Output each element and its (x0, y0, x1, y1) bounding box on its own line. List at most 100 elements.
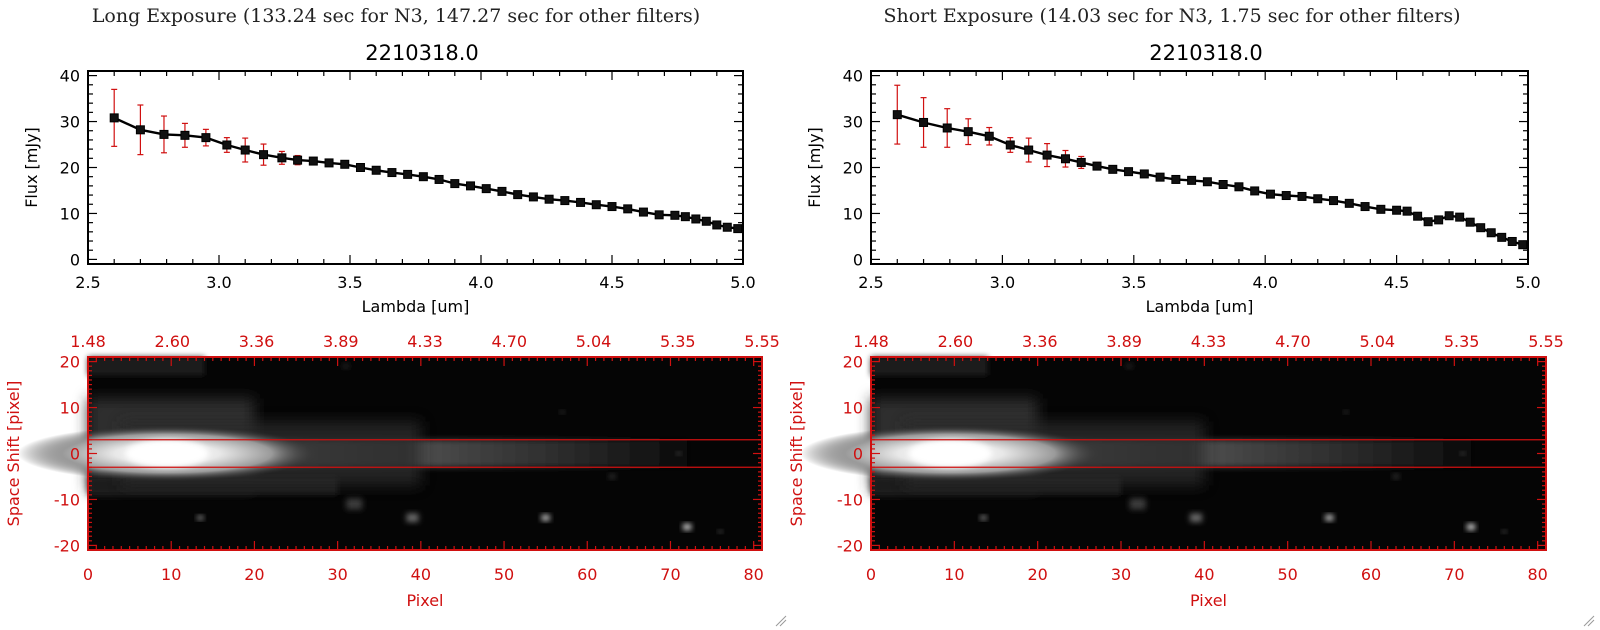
data-point (528, 192, 538, 202)
image-feature (1344, 410, 1348, 414)
data-point (434, 174, 444, 184)
y-tick-label: 20 (843, 159, 863, 178)
source-core-peak (125, 439, 209, 468)
image-feature (1460, 452, 1465, 455)
data-point (180, 130, 190, 140)
y-tick-label: 20 (60, 159, 80, 178)
x-tick-label: 2.5 (858, 273, 883, 292)
data-point (544, 194, 554, 204)
data-point (355, 163, 365, 172)
spectrum-plot: 2.5 3.0 3.5 4.0 4.5 5.0 0 10 20 30 40 Lambda [um] Fl… (805, 67, 1541, 316)
image-feature (1325, 514, 1334, 521)
y-tick-label: 10 (60, 399, 80, 418)
data-point (403, 169, 413, 179)
data-point (733, 224, 743, 234)
data-point (670, 210, 680, 220)
image-feature (1393, 474, 1399, 479)
data-point (722, 222, 732, 232)
data-point (1281, 191, 1291, 201)
x-axis-label: Lambda [um] (1146, 297, 1254, 316)
x-tick-label: 0 (866, 565, 876, 584)
x-tick-label: 30 (327, 565, 347, 584)
x-tick-label: 80 (743, 565, 763, 584)
data-point (135, 125, 145, 135)
chart-title: 2210318.0 (365, 41, 479, 65)
spectrum-plot: 2.5 3.0 3.5 4.0 4.5 5.0 0 10 20 30 40 Lambda [um] Fl… (22, 67, 756, 316)
data-point (1092, 161, 1102, 171)
y-tick-label: 0 (853, 250, 863, 269)
data-point (680, 212, 690, 222)
data-point (1392, 205, 1402, 215)
y-axis-label: Flux [mJy] (805, 127, 824, 208)
series-line (113, 116, 738, 230)
data-point (1434, 215, 1444, 225)
data-point (1402, 206, 1412, 216)
top-tick-label: 3.89 (1106, 332, 1142, 351)
y-tick-label: -10 (837, 490, 863, 509)
image-feature (718, 530, 723, 533)
x-tick-label: 0 (83, 565, 93, 584)
y-tick-label: 10 (60, 204, 80, 223)
data-point (1124, 167, 1134, 177)
top-tick-label: 2.60 (938, 332, 974, 351)
diffuse-emission (88, 357, 205, 376)
top-tick-label: 5.04 (1359, 332, 1395, 351)
top-tick-label: 4.70 (491, 332, 527, 351)
source-core-peak (908, 439, 992, 468)
data-point (1344, 198, 1354, 208)
x-axis-label: Pixel (406, 591, 443, 610)
x-tick-label: 10 (161, 565, 181, 584)
image-feature (342, 364, 349, 369)
spectral-image: 0 10 20 30 40 50 60 70 80 1.48 2.60 3.36 3.89 4.33 4.7… (4, 332, 780, 610)
top-tick-label: 5.35 (660, 332, 696, 351)
x-tick-label: 3.0 (990, 273, 1015, 292)
panel-short-exposure: Short Exposure (14.03 sec for N3, 1.75 s… (787, 5, 1564, 610)
plot-frame (870, 70, 1529, 265)
data-point (1518, 240, 1528, 250)
x-tick-label: 40 (1194, 565, 1214, 584)
x-tick-label: 4.5 (1384, 273, 1409, 292)
data-point (1024, 145, 1034, 155)
data-point (293, 155, 303, 165)
data-point (1250, 186, 1260, 196)
image-feature (980, 515, 987, 520)
data-point (1042, 150, 1052, 160)
data-point (1297, 191, 1307, 201)
image-feature (406, 513, 419, 522)
x-tick-label: 3.0 (206, 273, 231, 292)
resize-grip-icon[interactable] (1583, 615, 1595, 627)
data-point (1187, 175, 1197, 185)
data-point (159, 129, 169, 139)
y-tick-label: 0 (853, 445, 863, 464)
data-point (712, 220, 722, 230)
top-tick-label: 5.55 (1528, 332, 1564, 351)
x-tick-label: 5.0 (730, 273, 755, 292)
data-point (1218, 180, 1228, 190)
x-tick-label: 4.5 (599, 273, 624, 292)
y-tick-label: 30 (843, 113, 863, 132)
image-feature (1467, 524, 1475, 530)
y-tick-label: 10 (843, 204, 863, 223)
image-feature (609, 474, 616, 479)
data-point (654, 210, 664, 220)
x-tick-label: 60 (1361, 565, 1381, 584)
y-tick-label: 40 (843, 67, 863, 86)
data-point (387, 168, 397, 178)
x-tick-label: 2.5 (75, 273, 100, 292)
y-tick-label: -20 (54, 536, 80, 555)
x-tick-label: 50 (494, 565, 514, 584)
panel-long-exposure: Long Exposure (133.24 sec for N3, 147.27… (4, 5, 780, 610)
data-point (1005, 140, 1015, 150)
data-point (1265, 189, 1275, 199)
x-tick-label: 4.0 (1252, 273, 1277, 292)
x-tick-label: 10 (944, 565, 964, 584)
data-point (481, 184, 491, 194)
resize-grip-icon[interactable] (775, 615, 787, 627)
data-point (1507, 236, 1517, 246)
top-tick-label: 1.48 (70, 332, 106, 351)
image-feature (1129, 498, 1146, 510)
data-point (576, 197, 586, 207)
image-feature (676, 452, 681, 455)
data-point (1444, 211, 1454, 221)
